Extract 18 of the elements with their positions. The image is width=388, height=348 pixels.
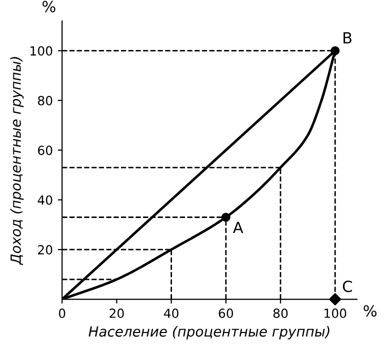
y-tick-label: 40 xyxy=(38,195,52,205)
x-tick-label: 80 xyxy=(273,308,288,318)
y-tick-label: 20 xyxy=(38,245,52,254)
text: % xyxy=(364,305,377,317)
x-tick-label: 100 xyxy=(324,308,346,318)
y-tick-label: 100 xyxy=(30,46,52,56)
series-label: B xyxy=(344,32,352,44)
x-tick-label: 40 xyxy=(164,308,178,318)
series-label: C xyxy=(342,280,352,292)
x-tick-label: 0 xyxy=(58,308,66,318)
text: % xyxy=(42,0,56,12)
x-axis-title: Население (процентные группы) xyxy=(88,326,330,340)
x-tick-label: 60 xyxy=(218,308,234,318)
y-tick-label: 60 xyxy=(38,146,52,156)
series-label: A xyxy=(232,222,244,234)
y-axis-title: Доход (процентные группы) xyxy=(10,57,24,266)
y-tick-label: 80 xyxy=(38,96,52,106)
x-tick-label: 20 xyxy=(110,308,124,318)
